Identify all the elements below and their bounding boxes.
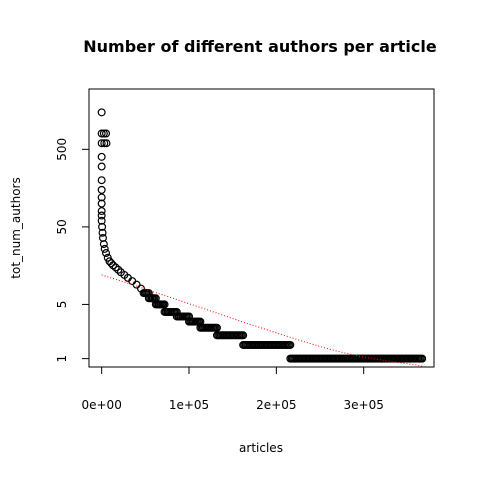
data-point (109, 261, 118, 270)
data-point (107, 259, 116, 268)
y-axis: 1 5 50 500 (55, 138, 90, 363)
data-point (97, 211, 106, 220)
data-point (102, 139, 111, 148)
y-tick-label: 5 (55, 301, 69, 309)
data-point (98, 228, 107, 237)
data-point (97, 207, 106, 216)
data-point (160, 300, 169, 309)
data-point (111, 263, 120, 272)
x-tick-label: 2e+05 (256, 398, 296, 412)
data-point (97, 129, 106, 138)
data-point (418, 354, 427, 363)
data-point (114, 265, 123, 274)
data-point (97, 193, 106, 202)
data-point (99, 240, 108, 249)
data-point (97, 162, 106, 171)
data-point (100, 139, 109, 148)
fit-curve (101, 274, 423, 367)
data-point (102, 129, 111, 138)
data-point (286, 340, 295, 349)
data-point (97, 176, 106, 185)
fit-line (101, 274, 423, 367)
y-tick-label: 50 (55, 219, 69, 234)
x-axis: 0e+00 1e+05 2e+05 3e+05 (81, 366, 384, 412)
data-point (97, 152, 106, 161)
y-axis-label: tot_num_authors (9, 177, 23, 278)
data-point (97, 199, 106, 208)
data-point (239, 331, 248, 340)
data-point (98, 222, 107, 231)
y-tick-label: 500 (55, 138, 69, 161)
plot-frame (88, 88, 435, 368)
chart-title: Number of different authors per article (83, 37, 437, 56)
data-point (100, 244, 109, 253)
data-points (97, 108, 427, 363)
data-point (99, 129, 108, 138)
data-point (97, 108, 106, 117)
data-point (97, 216, 106, 225)
x-tick-label: 1e+05 (169, 398, 209, 412)
data-point (212, 323, 221, 332)
x-tick-label: 0e+00 (81, 398, 121, 412)
data-point (97, 139, 106, 148)
data-point (102, 249, 111, 258)
y-tick-label: 1 (55, 355, 69, 363)
x-axis-label: articles (239, 441, 283, 455)
data-point (132, 280, 141, 289)
data-point (136, 284, 145, 293)
x-tick-label: 3e+05 (344, 398, 384, 412)
data-point (97, 185, 106, 194)
